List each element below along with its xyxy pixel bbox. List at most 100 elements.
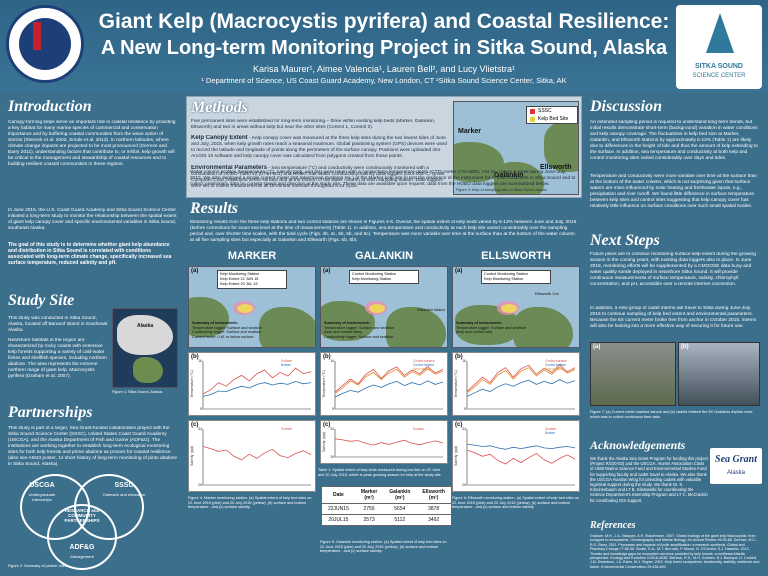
series-line-1 [202,380,312,397]
partnerships-section: Partnerships This study is part of a lar… [4,404,182,572]
site-heading-2: ELLSWORTH [481,250,551,262]
kelp-extent-july-0 [237,304,253,313]
summary-title: Summary of Instruments: [192,321,238,325]
discussion-heading: Discussion [590,98,663,115]
summary-line: Conductivity logger: Surface and seafloo… [192,330,262,335]
summary-line: Temperature logger: Surface and seafloor… [324,325,395,335]
y-tick-label: 16 [462,359,466,363]
figure2-caption: Figure 2: Summary of partner roles [8,564,67,568]
next-steps-paragraph-2: In addition, a new group of cadet intern… [590,306,757,329]
current-meter-photo: (a) [590,342,676,406]
summary-line: Temperature logger: Surface and seafloor [192,325,263,330]
kelp-site-icon [530,117,535,122]
acknowledgements-text: We thank the Alaska Sea Grant Program fo… [590,456,708,503]
summary-title: Summary of Instruments: [456,321,502,325]
poster-header: Giant Kelp (Macrocystis pyrifera) and Co… [0,0,768,92]
series-line-1 [466,379,576,397]
tree-icon [706,13,734,53]
site-legend-item: Control Monitoring Station [484,272,528,276]
table-cell: 3492 [416,514,451,526]
chart-axes [334,361,443,410]
y-axis-label: Temperature (°C) [322,370,326,398]
summary-title: Summary of Instruments: [324,321,370,325]
y-tick-label: 8 [200,407,202,411]
figure7-caption: Figure 7: (a) Current meter washed ashor… [590,410,754,419]
summary-line: Temperature logger: Surface and seafloor… [456,325,527,335]
alaska-map: Alaska [112,308,178,388]
site-legend-item: Kelp Extent 22 JUN 15 [220,277,259,281]
panel-b-label-1: (b) [323,354,331,360]
legend-entry: Kelp surface [545,367,563,371]
temperature-chart-0: Temperature (°C) 8 16 Surface Bottom (b) [188,352,316,416]
series-line-2 [334,368,444,394]
photo-b-label: (b) [681,344,689,350]
alaska-label: Alaska [137,323,154,329]
map-marker-label: Marker [458,128,481,135]
table-header: Ellsworth (m²) [416,486,451,504]
intro-paragraph-1: Canopy-forming kelps serve an important … [8,120,176,167]
series-line-0 [202,446,312,461]
kelp-extent-title: Kelp Canopy Extent [191,135,248,141]
introduction-section: Introduction Canopy-forming kelps serve … [4,96,182,286]
y-tick-label: 16 [330,359,334,363]
table-cell: 5654 [383,503,417,515]
y-axis-label: Temperature (°C) [190,370,194,398]
site-heading-0: MARKER [227,250,277,262]
legend-entry: Control surface [413,359,435,363]
intro-paragraph-2: In June 2015, the U.S. Coast Guard Acade… [8,208,177,231]
map-ellsworth-label: Ellsworth [540,164,572,171]
intro-goal: The goal of this study is to determine w… [8,242,172,266]
table-row: 22JUN15 2756 5654 3878 [322,503,451,515]
panel-b-label-2: (b) [455,354,463,360]
panel-a-label-2: (a) [455,268,463,274]
references-text: Graham, M.H., J.A. Vasquez, A.H. Buschma… [590,534,760,569]
site-caption-2: Figure 6: Ellsworth monitoring station. … [452,496,580,510]
summary-line: Conductivity logger: Surface and seafloo… [324,334,394,339]
y-axis-label: Salinity (ppt) [190,446,194,466]
table-cell: 2573 [354,514,384,526]
adfg-sub: Management [70,554,94,559]
y-tick-label: 8 [332,407,334,411]
sssc-label: SSSC [114,482,134,489]
legend-entry: Control bottom [413,363,434,367]
methods-section: Methods Five permanent sites were establ… [186,96,582,198]
table-row: 20JUL15 2573 5112 3492 [322,514,451,526]
series-line-0 [466,364,576,392]
site-legend-item: Control Monitoring Station [352,272,396,276]
site-legend-0: Kelp Monitoring Station Kelp Extent 22 JU… [217,270,287,289]
y-tick-label: 34 [330,427,334,431]
y-axis-label: Salinity (ppt) [322,432,326,452]
chart-axes [202,361,311,410]
legend-kelp: Kelp Bed Site [538,116,569,122]
y-tick-label: 34 [462,427,466,431]
site-legend-item: Kelp Monitoring Station [484,277,524,281]
acknowledgements-heading: Acknowledgements [590,438,686,452]
partnerships-paragraph: This study is part of a larger, Sea Gran… [8,426,178,467]
y-tick-label: 8 [464,407,466,411]
adfg-label: ADF&G [69,544,95,551]
sssc-marker-icon [530,109,535,114]
discussion-paragraph-2: Temperature and conductivity were more v… [590,174,757,209]
discussion-section: Discussion An extended sampling period i… [586,96,764,226]
salinity-chart-2: Salinity (ppt) 26 34 Surface Bottom (c) [452,420,580,492]
site-map-label-2: Ellsworth Cut [535,291,559,296]
summary-line: Current meter: 0.61 m below surface [192,334,254,339]
poster-title-line2: A New Long-term Monitoring Project in Si… [100,37,668,59]
env-params-text: - Sea temperature (°C) and conductivity … [191,166,445,189]
panel-a-label-1: (a) [323,268,331,274]
legend-entry: Control surface [545,359,567,363]
y-tick-label: 16 [198,359,202,363]
references-heading: References [590,520,636,531]
series-line-0 [334,365,444,393]
legend-entry: Surface [545,427,556,431]
introduction-heading: Introduction [8,98,92,115]
legend-entry: Control bottom [545,363,566,367]
next-steps-heading: Next Steps [590,232,660,249]
series-line-0 [466,449,576,465]
study-site-paragraph-1: This study was conducted in Sitka Sound,… [8,316,108,333]
chart-axes [466,429,575,486]
legend-entry: Surface [281,427,292,431]
references-section: References Graham, M.H., J.A. Vasquez, A… [586,520,764,574]
salinity-chart-0: Salinity (ppt) 26 34 Surface (c) [188,420,316,492]
authors: Karisa Maurer¹, Aimee Valencia¹, Lauren … [253,64,515,74]
